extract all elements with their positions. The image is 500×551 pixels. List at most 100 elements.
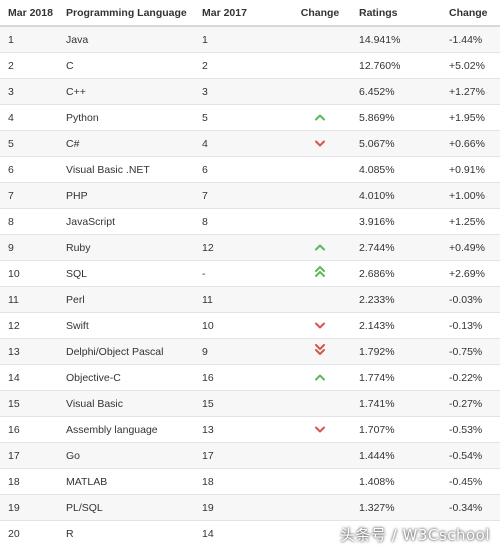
cell-change: +5.02% — [441, 52, 500, 79]
cell-rank: 8 — [0, 208, 58, 235]
cell-trend — [289, 520, 351, 546]
table-row: 3 C++ 3 6.452% +1.27% — [0, 78, 500, 105]
cell-trend — [289, 416, 351, 443]
cell-rank-2017: - — [194, 260, 289, 287]
header-ratings: Ratings — [351, 0, 441, 27]
table-row: 1 Java 1 14.941% -1.44% — [0, 25, 500, 53]
cell-trend — [289, 25, 351, 53]
cell-ratings: 6.452% — [351, 78, 441, 105]
cell-ratings: 2.143% — [351, 312, 441, 339]
cell-ratings: 1.774% — [351, 364, 441, 391]
cell-trend — [289, 156, 351, 183]
cell-rank-2017: 3 — [194, 78, 289, 105]
cell-trend — [289, 494, 351, 521]
cell-rank-2017: 8 — [194, 208, 289, 235]
header-trend: Change — [289, 0, 351, 27]
cell-trend — [289, 78, 351, 105]
cell-rank: 13 — [0, 338, 58, 365]
cell-ratings: 4.010% — [351, 182, 441, 209]
cell-language: Swift — [58, 312, 194, 339]
table-row: 20 R 14 — [0, 520, 500, 546]
cell-rank: 19 — [0, 494, 58, 521]
double-chevron-down-icon — [315, 344, 325, 359]
cell-language: PHP — [58, 182, 194, 209]
cell-ratings: 1.444% — [351, 442, 441, 469]
cell-change: -1.44% — [441, 25, 500, 53]
table-row: 17 Go 17 1.444% -0.54% — [0, 442, 500, 469]
cell-change — [441, 520, 500, 546]
table-row: 10 SQL - 2.686% +2.69% — [0, 260, 500, 287]
cell-ratings: 1.741% — [351, 390, 441, 417]
cell-ratings: 1.792% — [351, 338, 441, 365]
cell-ratings: 5.869% — [351, 104, 441, 131]
cell-change: +0.49% — [441, 234, 500, 261]
cell-trend — [289, 364, 351, 391]
cell-rank-2017: 7 — [194, 182, 289, 209]
cell-change: -0.22% — [441, 364, 500, 391]
cell-rank: 9 — [0, 234, 58, 261]
cell-trend — [289, 390, 351, 417]
cell-rank: 15 — [0, 390, 58, 417]
cell-trend — [289, 208, 351, 235]
cell-ratings — [351, 520, 441, 546]
cell-language: Ruby — [58, 234, 194, 261]
cell-rank: 1 — [0, 25, 58, 53]
cell-ratings: 5.067% — [351, 130, 441, 157]
double-chevron-up-icon — [315, 266, 325, 281]
cell-language: Visual Basic — [58, 390, 194, 417]
cell-trend — [289, 338, 351, 365]
cell-change: -0.53% — [441, 416, 500, 443]
chevron-up-icon — [315, 112, 325, 124]
cell-rank: 11 — [0, 286, 58, 313]
cell-rank-2017: 17 — [194, 442, 289, 469]
cell-language: Perl — [58, 286, 194, 313]
table-row: 4 Python 5 5.869% +1.95% — [0, 104, 500, 131]
cell-trend — [289, 234, 351, 261]
cell-trend — [289, 182, 351, 209]
cell-rank: 18 — [0, 468, 58, 495]
cell-rank-2017: 6 — [194, 156, 289, 183]
cell-language: MATLAB — [58, 468, 194, 495]
cell-rank-2017: 1 — [194, 25, 289, 53]
table-row: 13 Delphi/Object Pascal 9 1.792% -0.75% — [0, 338, 500, 365]
cell-trend — [289, 52, 351, 79]
cell-language: Delphi/Object Pascal — [58, 338, 194, 365]
table-body: 1 Java 1 14.941% -1.44% 2 C 2 12.760% +5.02% 3 C++ 3… — [0, 25, 500, 546]
cell-trend — [289, 130, 351, 157]
cell-change: -0.75% — [441, 338, 500, 365]
table-row: 11 Perl 11 2.233% -0.03% — [0, 286, 500, 313]
cell-language: C — [58, 52, 194, 79]
cell-change: -0.13% — [441, 312, 500, 339]
cell-trend — [289, 468, 351, 495]
cell-ratings: 1.408% — [351, 468, 441, 495]
cell-trend — [289, 442, 351, 469]
cell-change: +2.69% — [441, 260, 500, 287]
watermark: 头条号 / W3Cschool — [339, 526, 490, 544]
cell-ratings: 2.686% — [351, 260, 441, 287]
table-row: 8 JavaScript 8 3.916% +1.25% — [0, 208, 500, 235]
cell-change: +1.95% — [441, 104, 500, 131]
cell-rank-2017: 10 — [194, 312, 289, 339]
cell-language: Objective-C — [58, 364, 194, 391]
cell-ratings: 1.327% — [351, 494, 441, 521]
cell-trend — [289, 312, 351, 339]
cell-language: C++ — [58, 78, 194, 105]
cell-ratings: 3.916% — [351, 208, 441, 235]
header-language: Programming Language — [58, 0, 194, 27]
chevron-up-icon — [315, 242, 325, 254]
cell-rank-2017: 11 — [194, 286, 289, 313]
cell-rank-2017: 5 — [194, 104, 289, 131]
table-row: 9 Ruby 12 2.744% +0.49% — [0, 234, 500, 261]
cell-rank: 7 — [0, 182, 58, 209]
table-row: 2 C 2 12.760% +5.02% — [0, 52, 500, 79]
cell-rank: 16 — [0, 416, 58, 443]
header-rank-2017: Mar 2017 — [194, 0, 289, 27]
cell-change: -0.34% — [441, 494, 500, 521]
cell-rank: 3 — [0, 78, 58, 105]
cell-rank-2017: 12 — [194, 234, 289, 261]
header-change: Change — [441, 0, 500, 27]
cell-change: +1.25% — [441, 208, 500, 235]
table-row: 18 MATLAB 18 1.408% -0.45% — [0, 468, 500, 495]
cell-rank: 2 — [0, 52, 58, 79]
